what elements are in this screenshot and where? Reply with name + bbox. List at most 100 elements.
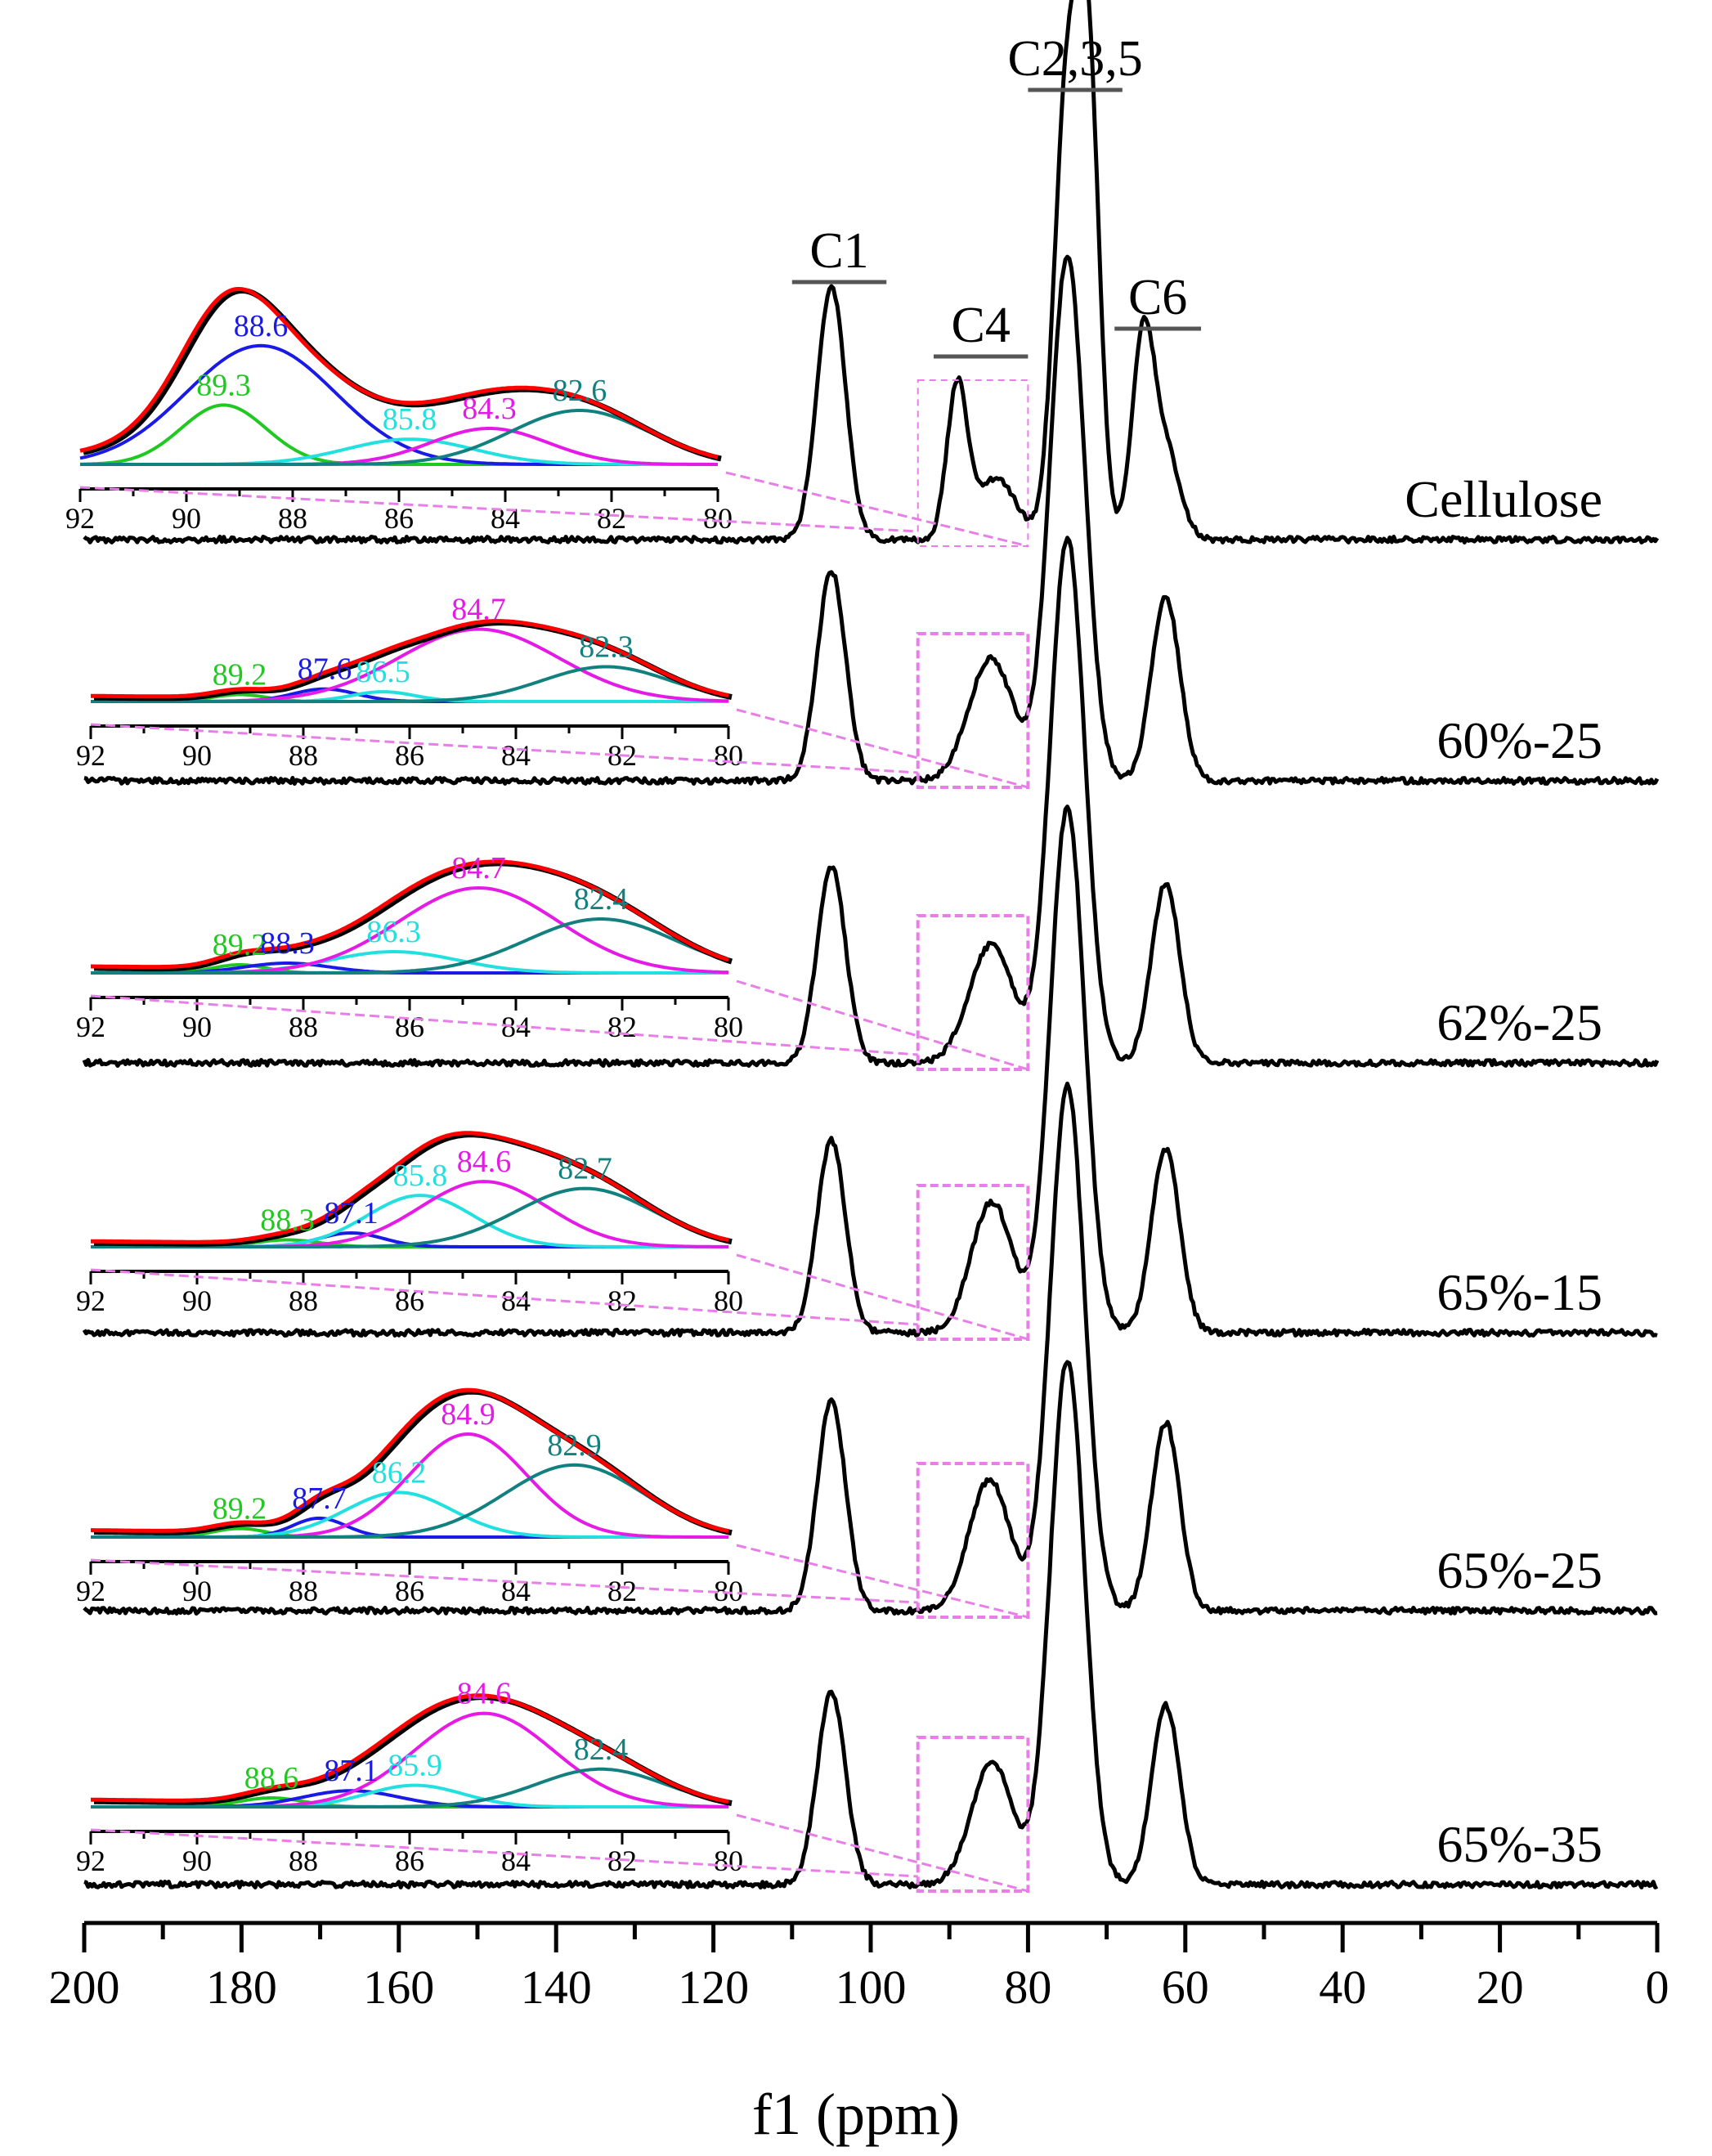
inset-tick-label: 84 xyxy=(501,1844,531,1877)
fit-label-2-5: 82.3 xyxy=(579,630,634,665)
zoom-guide-left-1 xyxy=(79,486,918,533)
fit-label-6-3: 85.9 xyxy=(388,1749,442,1783)
series-label-2: 60%-25 xyxy=(1436,711,1602,769)
x-axis-title: f1 (ppm) xyxy=(752,2082,960,2147)
fit-label-1-4: 84.3 xyxy=(462,392,517,426)
inset-tick-label: 80 xyxy=(703,502,733,535)
inset-fit-sum-5 xyxy=(91,1387,729,1534)
x-tick-label: 140 xyxy=(521,1961,592,2014)
inset-tick-label: 88 xyxy=(289,1011,318,1043)
series-label-4: 65%-15 xyxy=(1436,1263,1602,1321)
inset-tick-label: 86 xyxy=(395,1844,424,1877)
inset-tick-label: 90 xyxy=(172,502,201,535)
inset-fit-sum-2 xyxy=(91,619,729,699)
fit-component-3-5 xyxy=(91,917,729,975)
inset-tick-label: 82 xyxy=(597,502,626,535)
fit-label-5-5: 82.9 xyxy=(547,1428,602,1463)
inset-tick-label: 86 xyxy=(395,1011,424,1043)
inset-tick-label: 84 xyxy=(491,502,520,535)
inset-tick-label: 92 xyxy=(76,1844,105,1877)
inset-tick-label: 80 xyxy=(714,739,743,772)
spectrum-6 xyxy=(83,1360,1659,1889)
fit-label-3-3: 86.3 xyxy=(366,915,421,949)
zoom-guide-left-6 xyxy=(90,1828,918,1878)
spectrum-1 xyxy=(83,0,1660,545)
inset-tick-label: 80 xyxy=(714,1011,743,1043)
region-label-1: C1 xyxy=(809,223,868,279)
inset-tick-label: 90 xyxy=(182,1575,212,1607)
x-tick-label: 80 xyxy=(1004,1961,1051,2014)
x-tick-label: 100 xyxy=(836,1961,907,2014)
x-tick-label: 40 xyxy=(1319,1961,1366,2014)
x-tick-label: 160 xyxy=(363,1961,434,2014)
spectrum-4 xyxy=(82,805,1658,1338)
fit-component-4-3 xyxy=(91,1194,728,1248)
fit-label-5-1: 89.2 xyxy=(213,1492,267,1526)
inset-tick-label: 88 xyxy=(278,502,307,535)
series-label-1: Cellulose xyxy=(1405,470,1602,528)
zoom-guide-right-1 xyxy=(725,471,1029,548)
zoom-guide-left-3 xyxy=(90,994,918,1056)
zoom-guide-right-5 xyxy=(736,1544,1029,1619)
x-tick-label: 0 xyxy=(1646,1961,1669,2014)
region-labels-layer: C1 C4 C2,3,5 C6 xyxy=(791,31,1202,359)
zoom-box-5 xyxy=(916,1462,1030,1619)
inset-tick-label: 92 xyxy=(76,1575,105,1607)
zoom-guide-left-5 xyxy=(90,1558,918,1604)
series-label-3: 62%-25 xyxy=(1436,993,1602,1051)
fit-label-2-4: 84.7 xyxy=(451,593,506,627)
zoom-guide-left-4 xyxy=(90,1268,918,1326)
inset-3: 89.288.3 86.384.782.492 90 88 86 84 82 80 xyxy=(76,851,1029,1071)
inset-tick-label: 92 xyxy=(76,739,105,772)
x-tick-label: 180 xyxy=(206,1961,277,2014)
zoom-guide-right-4 xyxy=(736,1253,1029,1341)
insets-layer: 89.3 88.6 85.8 84.3 82.6 92 90 88 86 84 82 80 89.2 87… xyxy=(65,287,1029,1893)
inset-fit-sum-6 xyxy=(91,1693,729,1804)
fit-label-1-3: 85.8 xyxy=(383,402,437,437)
inset-fit-sum-4 xyxy=(91,1131,729,1244)
fit-label-1-2: 88.6 xyxy=(234,309,289,343)
fit-label-1-1: 89.3 xyxy=(196,368,251,402)
zoom-guide-right-2 xyxy=(736,708,1029,789)
fit-component-1-5 xyxy=(80,409,719,466)
inset-tick-label: 90 xyxy=(182,739,212,772)
inset-tick-label: 84 xyxy=(501,1284,531,1317)
spectrum-2 xyxy=(83,254,1660,786)
fit-label-2-2: 87.6 xyxy=(298,652,352,687)
x-tick-label: 200 xyxy=(49,1961,120,2014)
inset-tick-label: 84 xyxy=(501,739,531,772)
zoom-box-3 xyxy=(916,914,1030,1071)
fit-label-6-5: 82.4 xyxy=(574,1732,629,1767)
spectrum-3 xyxy=(82,536,1660,1068)
fit-component-4-5 xyxy=(91,1186,729,1248)
inset-tick-label: 88 xyxy=(289,1844,318,1877)
fit-label-4-4: 84.6 xyxy=(457,1145,512,1179)
zoom-box-6 xyxy=(916,1736,1030,1893)
fit-label-2-1: 89.2 xyxy=(213,658,267,693)
fit-label-2-3: 86.5 xyxy=(356,655,410,689)
inset-tick-label: 82 xyxy=(607,1575,637,1607)
inset-5: 89.2 87.7 86.2 84.9 82.9 92 90 88 86 84 82 80 xyxy=(76,1387,1029,1619)
inset-tick-label: 80 xyxy=(714,1844,743,1877)
x-axis: 200 180 160 140 120 100 80 60 40 20 0 xyxy=(49,1921,1669,2014)
zoom-box-4 xyxy=(916,1184,1030,1341)
fit-component-6-5 xyxy=(91,1767,729,1809)
fit-label-3-4: 84.7 xyxy=(451,851,506,885)
fit-label-4-5: 82.7 xyxy=(558,1152,612,1186)
inset-tick-label: 84 xyxy=(501,1575,531,1607)
inset-1: 89.3 88.6 85.8 84.3 82.6 92 90 88 86 84 82 80 xyxy=(65,287,1029,548)
fit-label-6-4: 84.6 xyxy=(457,1677,512,1711)
inset-tick-label: 86 xyxy=(384,502,414,535)
fit-component-2-5 xyxy=(91,665,729,703)
region-label-2: C4 xyxy=(952,298,1011,353)
inset-tick-label: 86 xyxy=(395,1575,424,1607)
zoom-box-2 xyxy=(916,632,1030,789)
fit-label-3-1: 89.2 xyxy=(213,928,267,962)
series-label-6: 65%-35 xyxy=(1436,1815,1602,1873)
fit-label-4-3: 85.8 xyxy=(393,1159,448,1193)
fit-label-1-5: 82.6 xyxy=(553,374,607,408)
x-tick-label: 60 xyxy=(1162,1961,1209,2014)
inset-tick-label: 88 xyxy=(289,739,318,772)
